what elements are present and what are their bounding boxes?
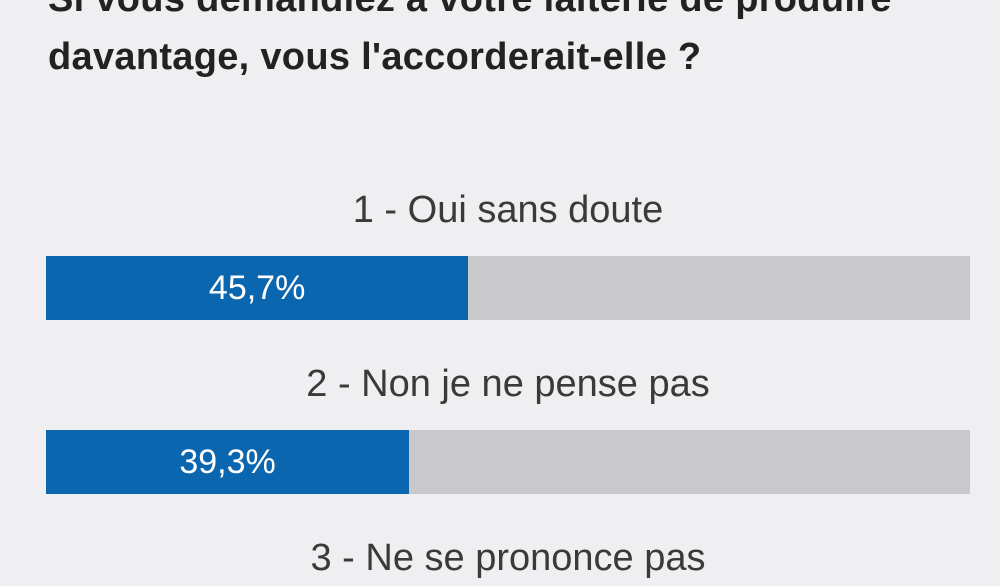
- option-label: 3 - Ne se prononce pas: [310, 537, 706, 579]
- option-label: 1 - Oui sans doute: [352, 189, 664, 231]
- result-percentage: 45,7%: [208, 269, 306, 307]
- option-label: 2 - Non je ne pense pas: [306, 363, 710, 405]
- result-bar-track: 45,7%: [46, 256, 970, 320]
- result-percentage: 39,3%: [179, 443, 276, 481]
- result-bar-fill: [46, 256, 469, 320]
- result-bar-track: 39,3%: [46, 430, 970, 494]
- poll-option: 1 - Oui sans doute 45,7%: [46, 188, 970, 320]
- poll-option: 3 - Ne se prononce pas: [46, 536, 970, 586]
- result-bar-fill: [46, 430, 410, 494]
- poll-option: 2 - Non je ne pense pas 39,3%: [46, 362, 970, 494]
- poll-question: Si vous demandiez à votre laiterie de pr…: [48, 0, 891, 78]
